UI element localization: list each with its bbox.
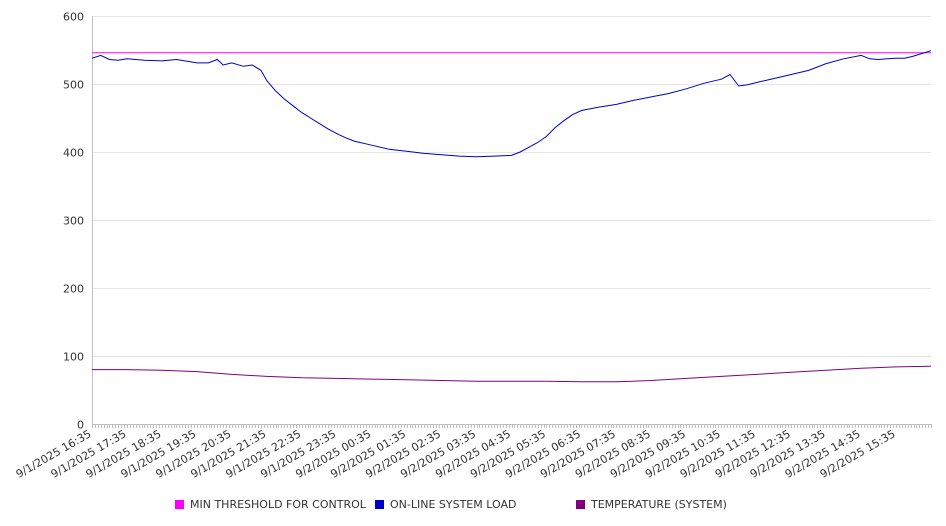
legend-swatch <box>375 500 384 509</box>
legend-label: TEMPERATURE (SYSTEM) <box>591 498 727 511</box>
y-tick-label: 400 <box>63 147 84 160</box>
y-tick-labels: 0 100 200 300 400 500 600 <box>63 11 84 432</box>
y-tick-label: 300 <box>63 215 84 228</box>
series-lines <box>91 50 932 383</box>
legend-swatch <box>576 500 585 509</box>
gridlines <box>92 16 931 357</box>
y-tick-label: 600 <box>63 11 84 24</box>
series-line-2 <box>92 365 932 383</box>
legend-item: TEMPERATURE (SYSTEM) <box>576 498 727 511</box>
y-tick-label: 100 <box>63 351 84 364</box>
legend-swatch <box>175 500 184 509</box>
series-line-1 <box>91 50 932 158</box>
y-tick-label: 500 <box>63 79 84 92</box>
legend: MIN THRESHOLD FOR CONTROL ON-LINE SYSTEM … <box>0 498 946 514</box>
axes <box>92 16 932 428</box>
legend-label: ON-LINE SYSTEM LOAD <box>390 498 517 511</box>
legend-item: MIN THRESHOLD FOR CONTROL <box>175 498 366 511</box>
legend-item: ON-LINE SYSTEM LOAD <box>375 498 516 511</box>
legend-label: MIN THRESHOLD FOR CONTROL <box>190 498 366 511</box>
y-tick-label: 0 <box>77 419 84 432</box>
y-tick-label: 200 <box>63 283 84 296</box>
x-tick-labels: 9/1/2025 16:359/1/2025 17:359/1/2025 18:… <box>14 427 898 481</box>
